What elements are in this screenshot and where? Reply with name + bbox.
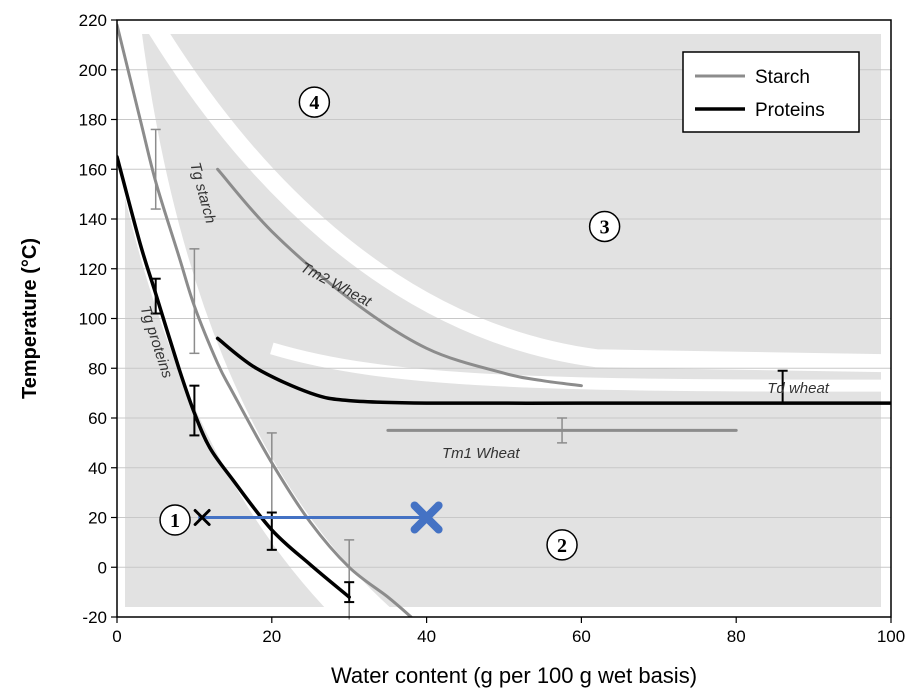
region-label: 4 bbox=[309, 92, 319, 114]
legend-entry: Starch bbox=[695, 67, 810, 88]
region-marker: 3 bbox=[588, 210, 621, 243]
region-circle bbox=[546, 529, 578, 561]
region-marker: 2 bbox=[546, 529, 578, 561]
x-tick-label: 60 bbox=[572, 627, 591, 646]
x-tick-label: 20 bbox=[262, 627, 281, 646]
x-tick-label: 0 bbox=[112, 627, 121, 646]
white-bands bbox=[117, 20, 891, 617]
region-circle bbox=[588, 210, 621, 243]
error-bar bbox=[344, 581, 355, 604]
y-tick-label: -20 bbox=[82, 608, 107, 627]
error-bar bbox=[189, 248, 200, 355]
y-tick-label: 20 bbox=[88, 509, 107, 528]
legend-label: Starch bbox=[755, 67, 810, 88]
region-marker: 1 bbox=[159, 504, 191, 536]
curve-label: Tm1 Wheat bbox=[442, 445, 520, 462]
region-marker: 4 bbox=[298, 86, 331, 118]
y-tick-label: 100 bbox=[79, 310, 107, 329]
region-circle bbox=[159, 504, 191, 536]
tm2-white-band bbox=[140, 20, 891, 373]
error-bar bbox=[557, 417, 568, 444]
legend: Starch Proteins bbox=[682, 51, 860, 133]
x-marker-stroke bbox=[410, 501, 443, 534]
series-line bbox=[215, 336, 891, 406]
error-bar bbox=[344, 539, 355, 620]
x-axis-title: Water content (g per 100 g wet basis) bbox=[331, 663, 697, 688]
y-tick-label: 60 bbox=[88, 409, 107, 428]
x-marker-stroke bbox=[193, 509, 211, 526]
y-tick-label: 120 bbox=[79, 260, 107, 279]
error-bar bbox=[777, 369, 788, 405]
error-bar bbox=[150, 277, 161, 315]
y-tick-label: 80 bbox=[88, 359, 107, 378]
x-tick-label: 80 bbox=[727, 627, 746, 646]
y-tick-label: 140 bbox=[79, 210, 107, 229]
x-tick-label: 100 bbox=[877, 627, 905, 646]
region-circle bbox=[298, 86, 331, 118]
x-marker bbox=[410, 501, 443, 534]
td-white-band bbox=[270, 342, 891, 392]
y-tick-label: 220 bbox=[79, 11, 107, 30]
region-label: 1 bbox=[170, 510, 180, 532]
error-bar bbox=[150, 128, 161, 210]
curve-label: Td wheat bbox=[767, 380, 830, 397]
y-tick-label: 40 bbox=[88, 459, 107, 478]
region-label: 2 bbox=[557, 535, 567, 557]
legend-box bbox=[682, 51, 860, 133]
y-axis-title: Temperature (°C) bbox=[19, 238, 41, 399]
error-bar bbox=[189, 384, 200, 437]
y-tick-label: 0 bbox=[98, 558, 107, 577]
y-tick-label: 180 bbox=[79, 111, 107, 130]
region-label: 3 bbox=[600, 216, 610, 238]
series-line bbox=[117, 155, 351, 599]
legend-label: Proteins bbox=[755, 100, 825, 121]
error-bars bbox=[150, 128, 788, 620]
series-line bbox=[216, 167, 583, 388]
x-marker bbox=[193, 509, 211, 526]
x-tick-label: 40 bbox=[417, 627, 436, 646]
y-tick-label: 160 bbox=[79, 160, 107, 179]
y-tick-label: 200 bbox=[79, 61, 107, 80]
tg-white-band bbox=[117, 20, 396, 617]
legend-entry: Proteins bbox=[695, 100, 825, 121]
